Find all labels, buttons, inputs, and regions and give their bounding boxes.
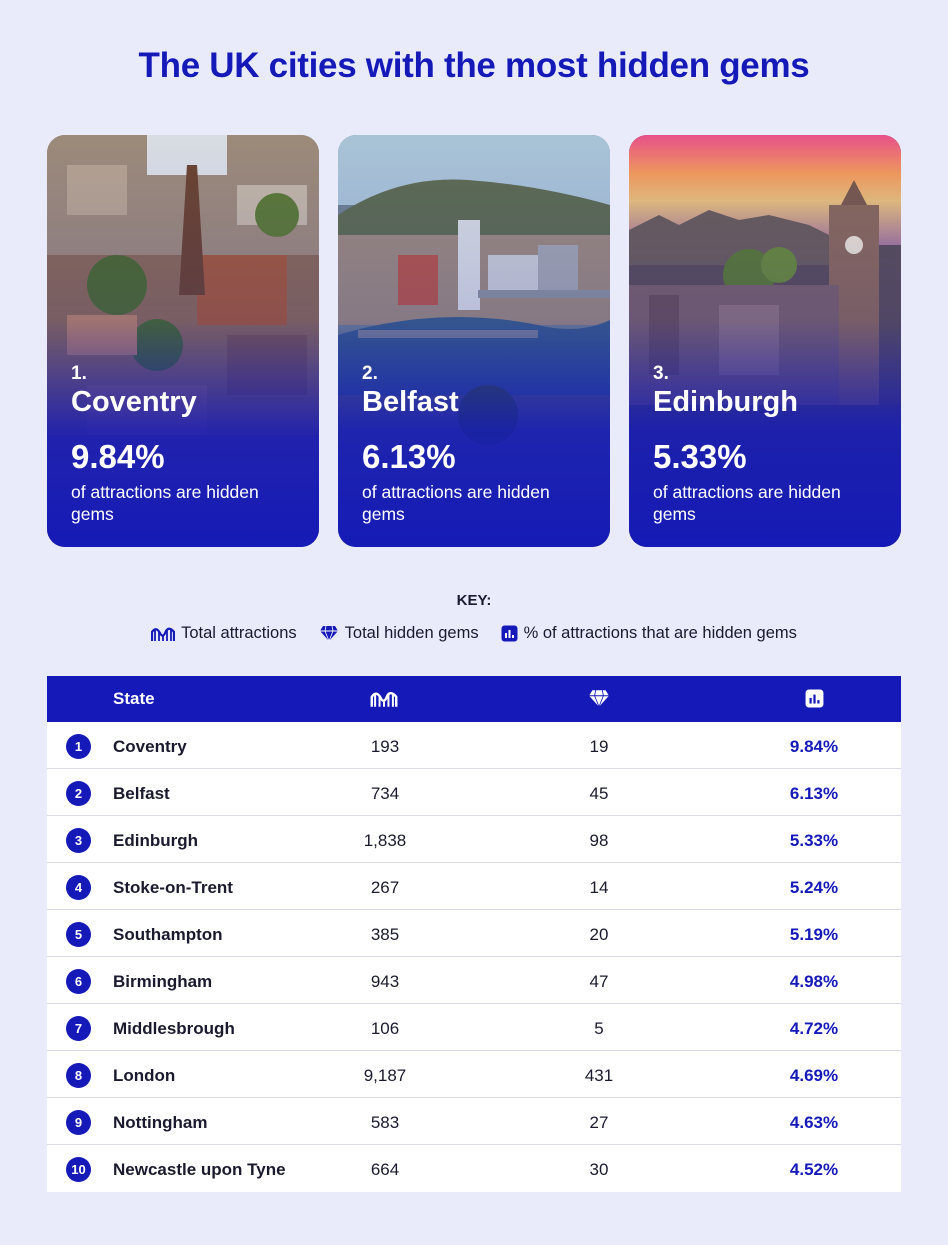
card-percentage: 9.84% <box>71 438 165 475</box>
rank-badge: 3 <box>66 828 91 853</box>
rank-badge: 8 <box>66 1063 91 1088</box>
card-description: of attractions are hidden gems <box>71 482 259 524</box>
row-total-attractions: 734 <box>370 784 400 803</box>
row-total-hidden-gems: 431 <box>584 1066 614 1085</box>
row-total-attractions: 1,838 <box>363 831 407 850</box>
row-total-attractions: 385 <box>370 925 400 944</box>
row-city: Birmingham <box>113 972 213 991</box>
city-card-edinburgh: 3. Edinburgh 5.33% of attractions are hi… <box>629 135 901 547</box>
key-legend: Total attractions Total hidden gems % of… <box>0 624 948 643</box>
row-total-hidden-gems: 5 <box>594 1019 604 1038</box>
rank-badge: 5 <box>66 922 91 947</box>
rank-badge: 4 <box>66 875 91 900</box>
table-row: 4 Stoke-on-Trent 267 14 5.24% <box>47 863 901 910</box>
cities-table: State 1 Coventry 193 19 9.84% 2 Belfast 734 45 6.… <box>47 676 901 1192</box>
top-cities-cards: 1. Coventry 9.84% of attractions are hid… <box>47 135 901 547</box>
rank-badge: 2 <box>66 781 91 806</box>
table-row: 8 London 9,187 431 4.69% <box>47 1051 901 1098</box>
roller-coaster-icon <box>151 627 176 641</box>
table-row: 10 Newcastle upon Tyne 664 30 4.52% <box>47 1145 901 1192</box>
key-title: KEY: <box>456 592 492 609</box>
row-total-attractions: 943 <box>370 972 400 991</box>
row-city: Nottingham <box>113 1113 208 1132</box>
table-row: 2 Belfast 734 45 6.13% <box>47 769 901 816</box>
key-label: Total attractions <box>181 624 297 642</box>
city-card-coventry: 1. Coventry 9.84% of attractions are hid… <box>47 135 319 547</box>
table-row: 6 Birmingham 943 47 4.98% <box>47 957 901 1004</box>
row-city: London <box>113 1066 176 1085</box>
rank-badge: 10 <box>66 1157 91 1182</box>
row-city: Stoke-on-Trent <box>113 878 233 897</box>
gem-icon <box>319 625 338 642</box>
gem-icon <box>589 690 609 708</box>
card-city: Belfast <box>362 386 459 418</box>
key-item-percentage: % of attractions that are hidden gems <box>501 624 797 643</box>
table-row: 3 Edinburgh 1,838 98 5.33% <box>47 816 901 863</box>
row-city: Coventry <box>113 737 187 756</box>
row-total-hidden-gems: 98 <box>589 831 609 850</box>
row-total-attractions: 664 <box>370 1160 400 1179</box>
row-percentage: 9.84% <box>789 737 839 756</box>
header-state: State <box>113 689 155 708</box>
table-row: 9 Nottingham 583 27 4.63% <box>47 1098 901 1145</box>
row-total-hidden-gems: 19 <box>589 737 609 756</box>
page-title: The UK cities with the most hidden gems <box>138 46 810 85</box>
row-total-hidden-gems: 45 <box>589 784 609 803</box>
row-city: Edinburgh <box>113 831 198 850</box>
card-rank: 2. <box>362 363 378 384</box>
row-total-attractions: 106 <box>370 1019 400 1038</box>
city-card-belfast: 2. Belfast 6.13% of attractions are hidd… <box>338 135 610 547</box>
row-total-hidden-gems: 30 <box>589 1160 609 1179</box>
row-percentage: 5.24% <box>789 878 839 897</box>
rank-badge: 7 <box>66 1016 91 1041</box>
row-city: Middlesbrough <box>113 1019 235 1038</box>
key-label: Total hidden gems <box>344 624 479 642</box>
rank-badge: 9 <box>66 1110 91 1135</box>
row-city: Belfast <box>113 784 170 803</box>
row-city: Newcastle upon Tyne <box>113 1160 286 1179</box>
row-percentage: 4.72% <box>789 1019 839 1038</box>
bar-chart-icon <box>805 689 824 708</box>
key-item-total-hidden-gems: Total hidden gems <box>319 624 479 643</box>
row-percentage: 4.52% <box>789 1160 839 1179</box>
card-percentage: 5.33% <box>653 438 747 475</box>
card-rank: 3. <box>653 363 669 384</box>
rank-badge: 1 <box>66 734 91 759</box>
table-row: 1 Coventry 193 19 9.84% <box>47 722 901 769</box>
roller-coaster-icon <box>370 691 398 707</box>
row-city: Southampton <box>113 925 223 944</box>
table-body: 1 Coventry 193 19 9.84% 2 Belfast 734 45 6.13% 3 Ed… <box>47 722 901 1192</box>
bar-chart-icon <box>501 625 518 642</box>
table-row: 7 Middlesbrough 106 5 4.72% <box>47 1004 901 1051</box>
row-total-attractions: 193 <box>370 737 400 756</box>
table-header: State <box>47 676 901 722</box>
row-total-hidden-gems: 47 <box>589 972 609 991</box>
key-item-total-attractions: Total attractions <box>151 624 297 643</box>
row-percentage: 5.19% <box>789 925 839 944</box>
card-city: Edinburgh <box>653 386 798 418</box>
row-percentage: 5.33% <box>789 831 839 850</box>
row-percentage: 4.63% <box>789 1113 839 1132</box>
row-total-attractions: 583 <box>370 1113 400 1132</box>
row-total-attractions: 9,187 <box>363 1066 407 1085</box>
row-percentage: 4.69% <box>789 1066 839 1085</box>
row-percentage: 4.98% <box>789 972 839 991</box>
row-percentage: 6.13% <box>789 784 839 803</box>
card-city: Coventry <box>71 386 197 418</box>
row-total-attractions: 267 <box>370 878 400 897</box>
row-total-hidden-gems: 27 <box>589 1113 609 1132</box>
key-label: % of attractions that are hidden gems <box>523 624 797 642</box>
card-description: of attractions are hidden gems <box>362 482 550 524</box>
row-total-hidden-gems: 20 <box>589 925 609 944</box>
card-rank: 1. <box>71 363 87 384</box>
card-percentage: 6.13% <box>362 438 456 475</box>
card-description: of attractions are hidden gems <box>653 482 841 524</box>
table-row: 5 Southampton 385 20 5.19% <box>47 910 901 957</box>
rank-badge: 6 <box>66 969 91 994</box>
row-total-hidden-gems: 14 <box>589 878 609 897</box>
